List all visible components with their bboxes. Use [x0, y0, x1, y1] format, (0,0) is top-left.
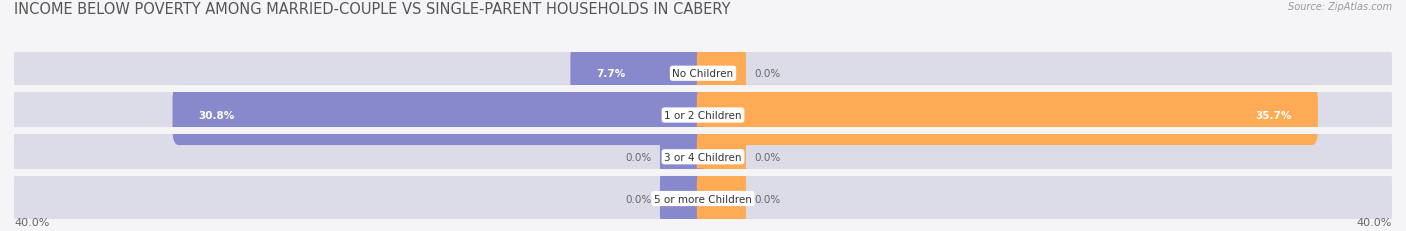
Text: 35.7%: 35.7%	[1256, 110, 1292, 121]
Text: INCOME BELOW POVERTY AMONG MARRIED-COUPLE VS SINGLE-PARENT HOUSEHOLDS IN CABERY: INCOME BELOW POVERTY AMONG MARRIED-COUPL…	[14, 2, 731, 17]
Text: 0.0%: 0.0%	[755, 69, 780, 79]
FancyBboxPatch shape	[173, 85, 709, 146]
FancyBboxPatch shape	[659, 127, 709, 187]
Text: No Children: No Children	[672, 69, 734, 79]
Text: 30.8%: 30.8%	[198, 110, 235, 121]
Text: 5 or more Children: 5 or more Children	[654, 194, 752, 204]
FancyBboxPatch shape	[14, 44, 1392, 104]
Text: 0.0%: 0.0%	[755, 194, 780, 204]
Text: Source: ZipAtlas.com: Source: ZipAtlas.com	[1288, 2, 1392, 12]
FancyBboxPatch shape	[697, 44, 747, 104]
FancyBboxPatch shape	[14, 169, 1392, 229]
Text: 7.7%: 7.7%	[596, 69, 626, 79]
FancyBboxPatch shape	[697, 85, 1317, 146]
Text: 0.0%: 0.0%	[626, 194, 651, 204]
Text: 0.0%: 0.0%	[626, 152, 651, 162]
Text: 1 or 2 Children: 1 or 2 Children	[664, 110, 742, 121]
FancyBboxPatch shape	[697, 127, 747, 187]
Text: 40.0%: 40.0%	[1357, 217, 1392, 227]
FancyBboxPatch shape	[697, 169, 747, 229]
FancyBboxPatch shape	[14, 85, 1392, 146]
FancyBboxPatch shape	[14, 127, 1392, 187]
Text: 0.0%: 0.0%	[755, 152, 780, 162]
FancyBboxPatch shape	[659, 169, 709, 229]
Text: 3 or 4 Children: 3 or 4 Children	[664, 152, 742, 162]
FancyBboxPatch shape	[571, 44, 709, 104]
Text: 40.0%: 40.0%	[14, 217, 49, 227]
